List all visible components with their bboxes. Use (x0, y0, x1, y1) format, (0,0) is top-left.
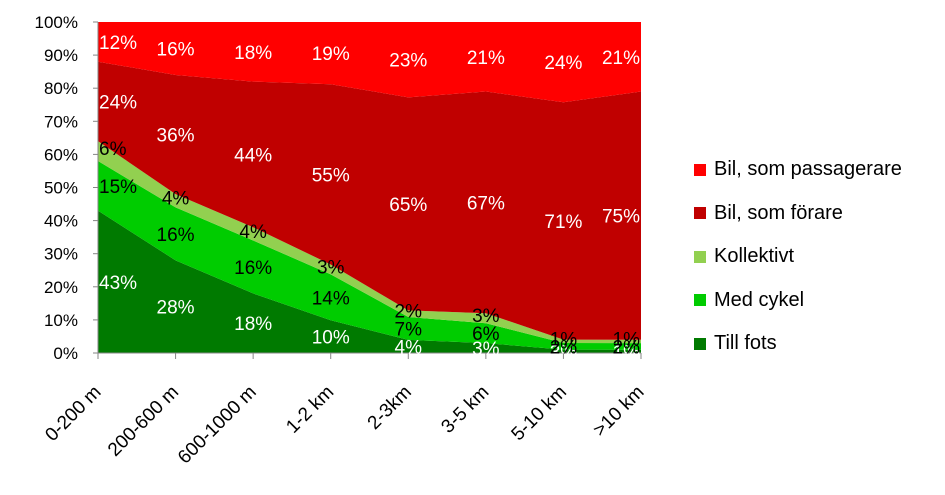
data-label: 21% (467, 48, 505, 69)
legend-swatch (694, 294, 706, 307)
legend-label: Bil, som förare (714, 201, 843, 224)
y-tick-label: 70% (44, 112, 78, 131)
data-label: 2% (550, 337, 578, 358)
data-label: 18% (234, 43, 272, 64)
legend-swatch (694, 163, 706, 176)
data-label: 10% (312, 328, 350, 349)
x-tick-label: 5-10 km (508, 382, 571, 445)
legend-item: Bil, som passagerare (694, 148, 902, 192)
data-label: 3% (472, 339, 500, 360)
area-layer (98, 22, 641, 353)
legend-item: Med cykel (694, 279, 902, 323)
data-label: 1% (613, 342, 641, 363)
x-tick-label: 1-2 km (282, 382, 338, 438)
legend-item: Till fots (694, 322, 902, 366)
data-label: 3% (550, 342, 578, 363)
x-tick-label: 0-200 m (41, 382, 105, 446)
data-label: 19% (312, 44, 350, 65)
data-label: 21% (602, 48, 640, 69)
data-label: 1% (550, 329, 578, 350)
y-tick-label: 40% (44, 212, 78, 231)
y-tick-label: 100% (35, 13, 78, 32)
data-label: 7% (395, 319, 423, 340)
legend-label: Med cykel (714, 288, 805, 311)
legend-item: Kollektivt (694, 235, 902, 279)
data-label: 18% (234, 314, 272, 335)
data-label: 6% (99, 139, 127, 160)
y-tick-label: 80% (44, 79, 78, 98)
data-label: 16% (157, 39, 195, 60)
area-bil-som-f-rare (98, 61, 641, 340)
legend-label: Bil, som passagerare (714, 158, 902, 181)
data-label-layer: 43%28%18%10% 4% 3% 3% 1%15%16%16%14%7% 6%2% 2%… (99, 33, 640, 363)
y-tick-label: 60% (44, 145, 78, 164)
data-label: 2% (613, 337, 641, 358)
data-label: 43% (99, 273, 137, 294)
x-tick-label: >10 km (589, 382, 648, 441)
area-till-fots (98, 210, 641, 353)
legend-swatch (694, 337, 706, 350)
data-label: 67% (467, 193, 505, 214)
legend-label: Kollektivt (714, 245, 795, 268)
data-label: 16% (234, 258, 272, 279)
data-label: 24% (99, 92, 137, 113)
data-label: 2% (395, 302, 423, 323)
data-label: 14% (312, 288, 350, 309)
data-label: 24% (544, 53, 582, 74)
data-label: 28% (157, 298, 195, 319)
y-tick-label: 50% (44, 179, 78, 198)
data-label: 4% (395, 337, 423, 358)
data-label: 4% (239, 222, 267, 243)
data-label: 3% (472, 306, 500, 327)
y-tick-label: 0% (53, 344, 78, 363)
data-label: 16% (157, 225, 195, 246)
data-label: 4% (162, 189, 190, 210)
legend-item: Bil, som förare (694, 192, 902, 236)
data-label: 23% (389, 51, 427, 72)
legend-swatch (694, 207, 706, 220)
data-label: 75% (602, 207, 640, 228)
legend-swatch (694, 250, 706, 263)
data-label: 65% (389, 195, 427, 216)
data-label: 44% (234, 145, 272, 166)
y-tick-label: 20% (44, 278, 78, 297)
y-tick-label: 30% (44, 245, 78, 264)
x-tick-label: 2-3km (364, 382, 416, 434)
data-label: 12% (99, 33, 137, 54)
x-tick-label: 3-5 km (437, 382, 493, 438)
y-tick-label: 10% (44, 311, 78, 330)
x-tick-label: 200-600 m (104, 382, 183, 461)
chart-legend: Bil, som passagerare Bil, som förare Kolle… (694, 148, 902, 366)
data-label: 3% (317, 257, 345, 278)
x-tick-label: 600-1000 m (174, 382, 261, 469)
data-label: 15% (99, 177, 137, 198)
area-bil-som-passagerare (98, 22, 641, 103)
data-label: 55% (312, 165, 350, 186)
data-label: 36% (157, 126, 195, 147)
data-label: 71% (544, 212, 582, 233)
data-label: 6% (472, 324, 500, 345)
y-tick-label: 90% (44, 46, 78, 65)
legend-label: Till fots (714, 332, 777, 355)
data-label: 1% (613, 329, 641, 350)
area-med-cykel (98, 161, 641, 350)
